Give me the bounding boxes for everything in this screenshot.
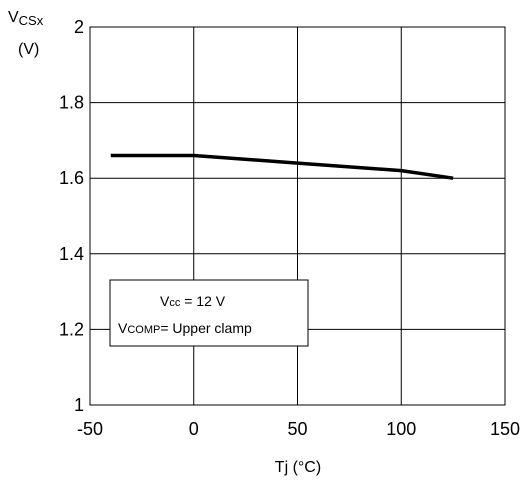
annotation-line-1-main: V [160, 293, 170, 309]
y-tick-label: 1.2 [59, 319, 84, 339]
series-line [110, 153, 454, 180]
plot-frame [89, 26, 506, 406]
y-axis-title-main: V [8, 9, 19, 26]
annotation-line-1: Vcc = 12 V [160, 293, 226, 309]
x-tick-label: -50 [77, 419, 103, 439]
x-tick-label: 50 [287, 419, 307, 439]
annotation-line-2-main: V [118, 320, 128, 336]
y-tick-label: 2 [74, 17, 84, 37]
y-axis-title-sub: CSx [19, 13, 44, 28]
y-tick-label: 1 [74, 395, 84, 415]
annotation-line-2-sub: COMP [127, 324, 160, 336]
annotation-frame [109, 279, 309, 347]
x-tick-label: 150 [490, 419, 520, 439]
series-layer [110, 153, 454, 180]
x-tick-label: 100 [386, 419, 416, 439]
y-tick-label: 1.6 [59, 168, 84, 188]
annotation-box: Vcc = 12 V VCOMP= Upper clamp [109, 279, 309, 347]
annotation-line-2-rest: = Upper clamp [160, 320, 252, 336]
y-tick-labels: 1 1.2 1.4 1.6 1.8 2 [59, 17, 84, 415]
x-axis-title: Tj (°C) [275, 459, 321, 476]
y-tick-label: 1.8 [59, 93, 84, 113]
grid [89, 26, 506, 406]
annotation-line-1-sub: cc [169, 297, 181, 309]
annotation-line-2: VCOMP= Upper clamp [118, 320, 252, 336]
annotation-line-1-rest: = 12 V [180, 293, 225, 309]
y-axis-unit: (V) [18, 41, 39, 58]
x-tick-label: 0 [189, 419, 199, 439]
x-tick-labels: -50 0 50 100 150 [77, 419, 520, 439]
y-tick-label: 1.4 [59, 244, 84, 264]
y-axis-title: VCSx [8, 9, 44, 28]
